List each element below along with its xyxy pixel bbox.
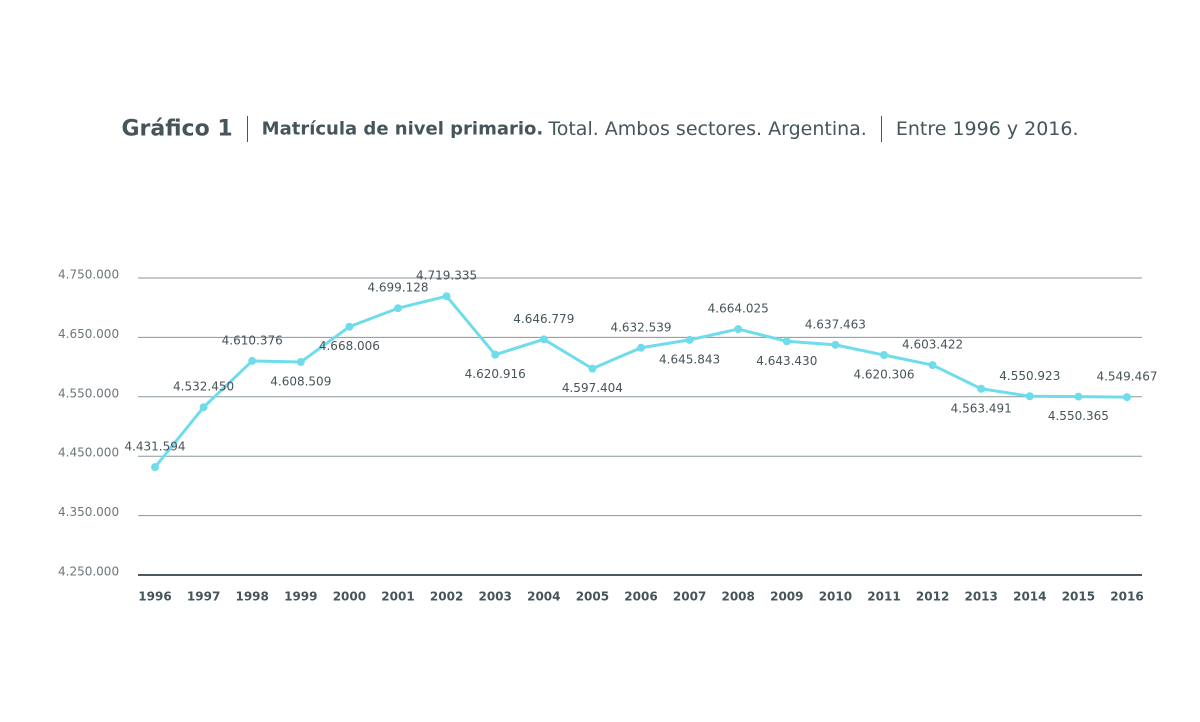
point <box>151 463 159 472</box>
value-label: 4.646.779 <box>513 312 574 326</box>
x-tick-label: 2013 <box>964 590 997 604</box>
point <box>296 358 305 367</box>
x-tick-label: 1998 <box>235 590 268 604</box>
x-tick-label: 1996 <box>138 590 171 604</box>
value-label: 4.719.335 <box>416 269 477 283</box>
title: Gráfico 1 Matrícula de nivel primario. To… <box>0 116 1200 142</box>
value-label: 4.632.539 <box>610 320 671 334</box>
x-tick-label: 2011 <box>867 590 900 604</box>
value-label: 4.603.422 <box>902 338 963 352</box>
separator <box>880 116 882 142</box>
point <box>928 361 937 370</box>
point <box>539 335 548 344</box>
x-tick-label: 2014 <box>1013 590 1046 604</box>
point <box>831 340 840 349</box>
value-label: 4.643.430 <box>756 354 817 368</box>
y-tick-label: 4.350.000 <box>58 505 119 519</box>
point <box>442 292 451 301</box>
value-label: 4.699.128 <box>367 281 428 295</box>
value-label: 4.620.916 <box>465 367 526 381</box>
value-label: 4.597.404 <box>562 381 623 395</box>
x-tick-label: 2015 <box>1062 590 1095 604</box>
value-label: 4.620.306 <box>853 368 914 382</box>
subtitle: Matrícula de nivel primario. <box>261 118 544 140</box>
y-tick-label: 4.550.000 <box>58 386 119 400</box>
point <box>685 335 694 344</box>
x-tick-label: 2004 <box>527 590 560 604</box>
subtitle-detail: Total. Ambos sectores. Argentina. <box>548 118 867 140</box>
value-label: 4.550.923 <box>999 369 1060 383</box>
x-tick-label: 2007 <box>673 590 706 604</box>
point <box>248 356 257 365</box>
y-tick-label: 4.450.000 <box>58 446 119 460</box>
point <box>345 322 354 331</box>
point <box>491 350 500 359</box>
value-label: 4.610.376 <box>222 333 283 347</box>
period: Entre 1996 y 2016. <box>895 118 1079 140</box>
x-tick-label: 2016 <box>1110 590 1143 604</box>
point <box>1123 393 1131 402</box>
x-tick-label: 2002 <box>430 590 463 604</box>
point <box>977 384 986 393</box>
point <box>637 343 645 352</box>
x-tick-label: 2003 <box>478 590 511 604</box>
value-label: 4.637.463 <box>805 317 866 331</box>
value-label: 4.608.509 <box>270 375 331 389</box>
point <box>1025 392 1034 401</box>
point <box>1074 392 1083 401</box>
x-tick-label: 2008 <box>721 590 754 604</box>
point <box>782 337 791 346</box>
x-tick-label: 1997 <box>187 590 220 604</box>
y-tick-label: 4.750.000 <box>58 268 119 282</box>
value-label: 4.664.025 <box>708 302 769 316</box>
point <box>734 325 743 334</box>
x-tick-label: 2000 <box>333 590 366 604</box>
chart-title: Gráfico 1 <box>121 116 233 142</box>
x-tick-label: 2005 <box>576 590 609 604</box>
point <box>880 351 888 360</box>
value-label: 4.431.594 <box>124 440 185 454</box>
value-label: 4.532.450 <box>173 380 234 394</box>
value-label: 4.645.843 <box>659 352 720 366</box>
point <box>588 364 597 373</box>
value-label: 4.668.006 <box>319 339 380 353</box>
x-tick-label: 2010 <box>819 590 852 604</box>
value-label: 4.549.467 <box>1096 370 1157 384</box>
x-tick-label: 2001 <box>381 590 414 604</box>
x-tick-label: 1999 <box>284 590 317 604</box>
x-tick-label: 2006 <box>624 590 657 604</box>
x-tick-label: 2012 <box>916 590 949 604</box>
separator <box>246 116 248 142</box>
point <box>199 403 208 412</box>
point <box>394 304 402 313</box>
x-tick-label: 2009 <box>770 590 803 604</box>
y-tick-label: 4.250.000 <box>58 565 119 579</box>
y-tick-label: 4.650.000 <box>58 327 119 341</box>
value-label: 4.563.491 <box>951 401 1012 415</box>
value-label: 4.550.365 <box>1048 409 1109 423</box>
